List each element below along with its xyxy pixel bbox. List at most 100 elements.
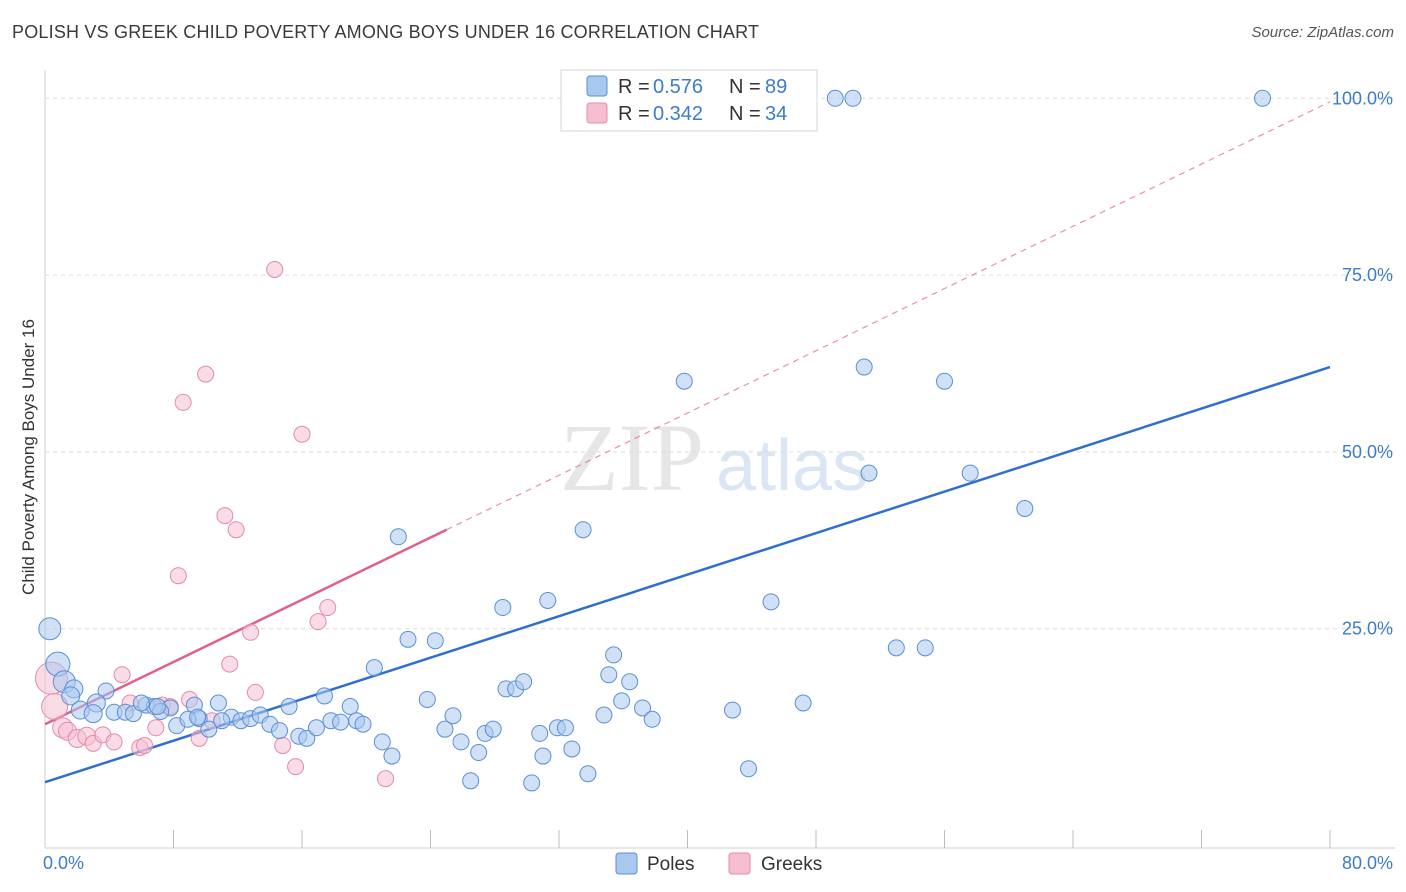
greeks-point bbox=[319, 599, 337, 617]
poles-point bbox=[494, 599, 512, 617]
greeks-point bbox=[377, 770, 395, 788]
poles-point bbox=[132, 694, 150, 712]
poles-point bbox=[600, 666, 618, 684]
greeks-point bbox=[216, 507, 234, 525]
poles-point bbox=[436, 720, 454, 738]
greeks-point bbox=[147, 719, 165, 737]
chart-title: POLISH VS GREEK CHILD POVERTY AMONG BOYS… bbox=[12, 22, 760, 42]
poles-point bbox=[365, 659, 383, 677]
poles-point bbox=[209, 694, 227, 712]
greeks-point bbox=[274, 736, 292, 754]
series-legend-greeks[interactable]: Greeks bbox=[728, 852, 822, 875]
tick-labels: 25.0% 50.0% 75.0% 100.0% 0.0% 80.0% bbox=[43, 88, 1393, 873]
poles-point bbox=[844, 89, 862, 107]
legend-row-poles: R = 0.576 N = 89 bbox=[586, 75, 787, 98]
series-legend-poles[interactable]: Poles bbox=[615, 852, 695, 875]
legend-row-greeks: R = 0.342 N = 34 bbox=[586, 102, 787, 125]
greeks-point bbox=[266, 260, 284, 278]
poles-point bbox=[271, 722, 289, 740]
poles-point bbox=[341, 698, 359, 716]
poles-point bbox=[148, 698, 166, 716]
watermark-atlas: atlas bbox=[716, 426, 868, 506]
poles-point bbox=[83, 704, 103, 724]
poles-point bbox=[315, 687, 333, 705]
greeks-point bbox=[242, 623, 260, 641]
poles-point bbox=[643, 710, 661, 728]
greeks-point bbox=[174, 393, 192, 411]
greeks-point bbox=[221, 655, 239, 673]
poles-r-value: 0.576 bbox=[653, 76, 703, 98]
greeks-point bbox=[41, 693, 69, 721]
poles-points bbox=[38, 89, 1272, 792]
poles-point bbox=[399, 630, 417, 648]
poles-point bbox=[556, 719, 574, 737]
watermark-zip: ZIP bbox=[560, 404, 704, 511]
greeks-point bbox=[136, 736, 154, 754]
poles-legend-label: Poles bbox=[647, 854, 695, 875]
poles-point bbox=[470, 744, 488, 762]
poles-point bbox=[38, 617, 62, 641]
poles-point bbox=[826, 89, 844, 107]
x-tick-label: 0.0% bbox=[43, 853, 84, 873]
greeks-r-value: 0.342 bbox=[653, 103, 703, 125]
poles-point bbox=[740, 760, 758, 778]
poles-point bbox=[189, 708, 207, 726]
poles-point bbox=[534, 747, 552, 765]
poles-point bbox=[515, 673, 533, 691]
poles-point bbox=[621, 673, 639, 691]
y-tick-label: 25.0% bbox=[1342, 619, 1393, 639]
poles-point bbox=[452, 733, 470, 751]
poles-point bbox=[298, 729, 316, 747]
y-tick-label: 100.0% bbox=[1332, 88, 1393, 108]
poles-point bbox=[213, 712, 231, 730]
poles-point bbox=[531, 724, 549, 742]
greeks-swatch bbox=[586, 102, 608, 124]
poles-point bbox=[1254, 89, 1272, 107]
greeks-point bbox=[309, 613, 327, 631]
poles-point bbox=[97, 682, 115, 700]
poles-point bbox=[916, 639, 934, 657]
poles-n-label: N = bbox=[729, 76, 761, 98]
poles-point bbox=[373, 733, 391, 751]
poles-point bbox=[605, 646, 623, 664]
greeks-n-value: 34 bbox=[765, 103, 787, 125]
poles-point bbox=[723, 701, 741, 719]
greeks-r-label: R = bbox=[618, 103, 650, 125]
poles-point bbox=[936, 372, 953, 390]
greeks-point bbox=[287, 758, 305, 776]
source-label: Source: ZipAtlas.com bbox=[1251, 24, 1394, 41]
poles-point bbox=[860, 464, 878, 482]
poles-r-label: R = bbox=[618, 76, 650, 98]
poles-point bbox=[280, 698, 298, 716]
poles-point bbox=[539, 591, 557, 609]
gridlines bbox=[45, 97, 1395, 630]
poles-point bbox=[200, 720, 218, 738]
watermark: ZIP atlas bbox=[560, 404, 868, 511]
poles-point bbox=[563, 740, 581, 758]
poles-point bbox=[634, 699, 652, 717]
poles-point bbox=[523, 774, 541, 792]
poles-legend-swatch bbox=[615, 852, 638, 875]
poles-point bbox=[961, 464, 979, 482]
poles-point bbox=[1016, 500, 1034, 518]
greeks-trend-extension bbox=[446, 101, 1331, 531]
x-tick-label: 80.0% bbox=[1342, 853, 1393, 873]
poles-point bbox=[887, 639, 905, 657]
series-legend: Poles Greeks bbox=[615, 852, 822, 875]
poles-point bbox=[579, 765, 597, 783]
poles-point bbox=[61, 686, 81, 706]
poles-point bbox=[462, 772, 480, 790]
poles-point bbox=[418, 690, 436, 708]
greeks-point bbox=[246, 683, 264, 701]
poles-point bbox=[383, 747, 401, 765]
y-axis-title: Child Poverty Among Boys Under 16 bbox=[19, 319, 38, 595]
greeks-point bbox=[227, 521, 245, 539]
correlation-legend: R = 0.576 N = 89 R = 0.342 N = 34 bbox=[560, 69, 818, 132]
poles-point bbox=[855, 358, 873, 376]
poles-point bbox=[574, 521, 592, 539]
greeks-point bbox=[169, 567, 187, 585]
poles-n-value: 89 bbox=[765, 76, 787, 98]
y-tick-label: 50.0% bbox=[1342, 442, 1393, 462]
greeks-point bbox=[113, 666, 131, 684]
poles-point bbox=[307, 719, 325, 737]
